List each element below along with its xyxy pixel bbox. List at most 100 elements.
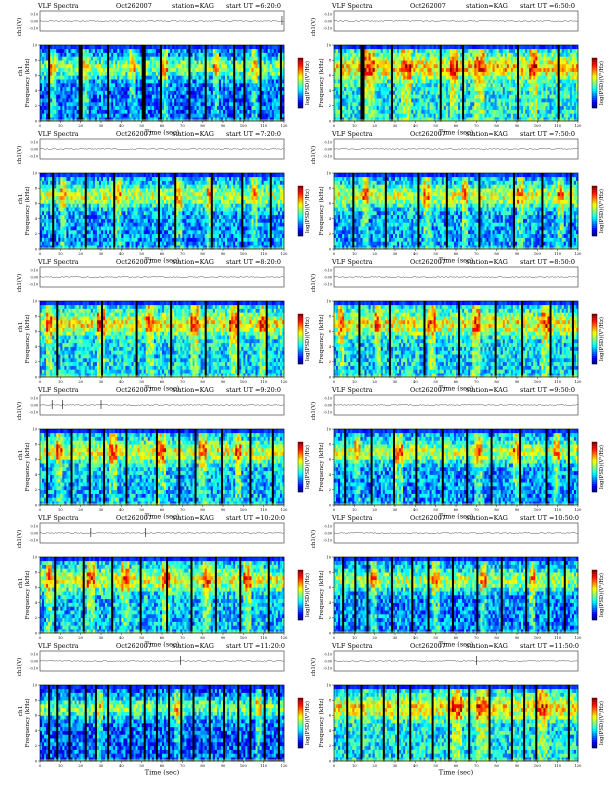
heatmap-cell <box>151 113 155 118</box>
heatmap-cell <box>565 83 569 88</box>
heatmap-cell <box>399 60 402 65</box>
heatmap-cell <box>360 67 363 72</box>
heatmap-cell <box>265 90 269 95</box>
heatmap-cell <box>273 94 277 99</box>
heatmap-cell <box>464 79 467 84</box>
heatmap-cell <box>82 83 86 88</box>
heatmap-cell <box>421 48 424 53</box>
heatmap-cell <box>496 86 499 91</box>
heatmap-cell <box>253 64 256 69</box>
heatmap-cell <box>117 60 120 65</box>
heatmap-cell <box>88 52 92 57</box>
heatmap-cell <box>338 45 341 50</box>
heatmap-cell <box>281 79 285 84</box>
heatmap-cell <box>271 48 275 53</box>
heatmap-cell <box>384 64 388 69</box>
heatmap-cell <box>519 83 522 88</box>
heatmap-cell <box>340 90 343 95</box>
heatmap-cell <box>137 45 140 50</box>
heatmap-cell <box>261 79 264 84</box>
heatmap-cell <box>216 90 220 95</box>
heatmap-cell <box>553 86 556 91</box>
heatmap-cell <box>131 60 134 65</box>
heatmap-cell <box>344 71 347 76</box>
heatmap-cell <box>105 56 108 61</box>
heatmap-cell <box>551 71 554 76</box>
heatmap-cell <box>386 113 390 118</box>
heatmap-cell <box>364 90 367 95</box>
heatmap-cell <box>551 64 554 69</box>
heatmap-cell <box>401 102 404 107</box>
heatmap-cell <box>553 113 556 118</box>
heatmap-cell <box>370 94 373 99</box>
heatmap-cell <box>227 79 230 84</box>
heatmap-cell <box>478 113 481 118</box>
heatmap-cell <box>378 45 382 50</box>
heatmap-cell <box>255 113 258 118</box>
heatmap-cell <box>192 113 195 118</box>
heatmap-cell <box>421 67 424 72</box>
heatmap-cell <box>44 60 47 65</box>
heatmap-cell <box>64 117 67 122</box>
heatmap-cell <box>399 94 402 99</box>
heatmap-cell <box>237 52 240 57</box>
heatmap-cell <box>539 113 542 118</box>
heatmap-cell <box>433 67 436 72</box>
heatmap-cell <box>56 90 59 95</box>
heatmap-cell <box>88 45 92 50</box>
heatmap-cell <box>200 71 203 76</box>
heatmap-cell <box>157 71 161 76</box>
heatmap-cell <box>571 98 575 103</box>
heatmap-cell <box>358 109 361 114</box>
heatmap-cell <box>392 102 396 107</box>
heatmap-cell <box>277 117 281 122</box>
heatmap-cell <box>374 56 377 61</box>
spectrogram-panel: VLF Spectra Oct262007 station=KAG start UT … <box>12 0 312 137</box>
heatmap-cell <box>354 79 357 84</box>
heatmap-cell <box>78 83 81 88</box>
heatmap-cell <box>176 113 179 118</box>
heatmap-cell <box>216 113 220 118</box>
heatmap-cell <box>159 117 163 122</box>
heatmap-cell <box>433 60 436 65</box>
heatmap-cell <box>425 113 428 118</box>
heatmap-cell <box>449 117 453 122</box>
heatmap-cell <box>241 67 244 72</box>
heatmap-cell <box>145 67 149 72</box>
heatmap-cell <box>277 60 281 65</box>
heatmap-cell <box>145 86 149 91</box>
heatmap-cell <box>123 102 126 107</box>
heatmap-cell <box>194 45 197 50</box>
heatmap-cell <box>133 86 136 91</box>
heatmap-cell <box>559 83 563 88</box>
heatmap-cell <box>500 83 504 88</box>
heatmap-cell <box>86 56 90 61</box>
heatmap-cell <box>486 98 489 103</box>
heatmap-cell <box>237 67 240 72</box>
heatmap-cell <box>129 109 132 114</box>
heatmap-cell <box>72 52 75 57</box>
heatmap-cell <box>519 94 522 99</box>
colorbar-segment <box>592 83 597 86</box>
heatmap-cell <box>245 52 248 57</box>
heatmap-cell <box>257 86 260 91</box>
heatmap-cell <box>517 94 520 99</box>
heatmap-cell <box>125 86 128 91</box>
heatmap-cell <box>437 79 441 84</box>
heatmap-cell <box>103 75 106 80</box>
heatmap-cell <box>103 60 106 65</box>
heatmap-cell <box>243 60 246 65</box>
heatmap-cell <box>500 102 504 107</box>
heatmap-cell <box>233 90 236 95</box>
heatmap-cell <box>92 94 96 99</box>
heatmap-cell <box>200 83 203 88</box>
heatmap-cell <box>267 56 271 61</box>
heatmap-cell <box>543 105 546 110</box>
heatmap-cell <box>141 86 144 91</box>
heatmap-cell <box>66 64 69 69</box>
heatmap-cell <box>109 48 112 53</box>
heatmap-cell <box>48 86 51 91</box>
heatmap-cell <box>399 90 402 95</box>
heatmap-cell <box>421 105 424 110</box>
heatmap-cell <box>101 60 104 65</box>
